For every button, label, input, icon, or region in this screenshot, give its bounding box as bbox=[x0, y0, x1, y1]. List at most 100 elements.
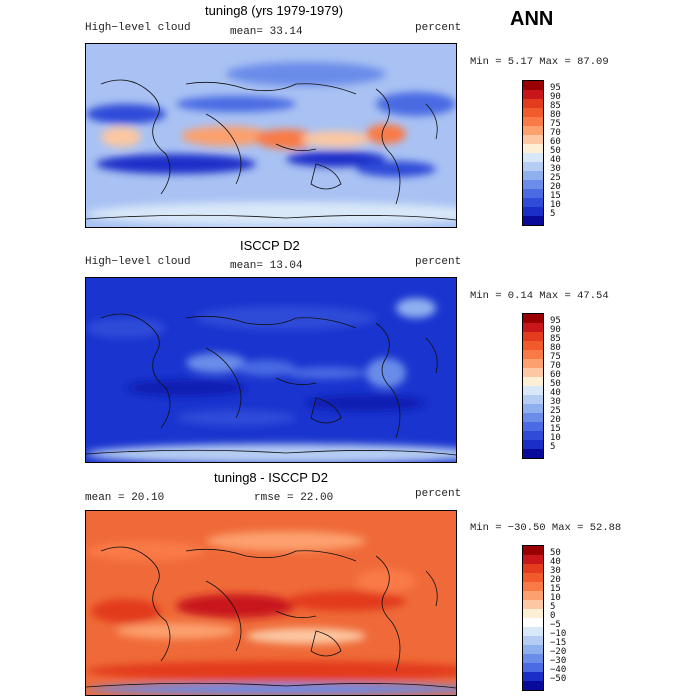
colorbar-tick-label: 70 bbox=[550, 361, 561, 371]
colorbar-tick-label: 25 bbox=[550, 173, 561, 183]
colorbar-swatch bbox=[523, 546, 543, 555]
panel2-mean-label: mean= 13.04 bbox=[230, 260, 303, 272]
colorbar-tick-label: −40 bbox=[550, 665, 567, 675]
colorbar-tick-label: 70 bbox=[550, 128, 561, 138]
colorbar-swatch bbox=[523, 341, 543, 350]
colorbar-swatch bbox=[523, 216, 543, 225]
colorbar-tick-label: 90 bbox=[550, 92, 561, 102]
colorbar-tick-label: 40 bbox=[550, 155, 561, 165]
panel1-map bbox=[85, 43, 457, 228]
colorbar-swatch bbox=[523, 180, 543, 189]
colorbar-swatch bbox=[523, 663, 543, 672]
season-label: ANN bbox=[510, 8, 554, 30]
colorbar-swatch bbox=[523, 645, 543, 654]
panel3-colorbar bbox=[522, 545, 544, 691]
colorbar-swatch bbox=[523, 449, 543, 458]
panel3-minmax: Min = −30.50 Max = 52.88 bbox=[470, 522, 622, 534]
colorbar-tick-label: 10 bbox=[550, 593, 561, 603]
colorbar-tick-label: 25 bbox=[550, 406, 561, 416]
colorbar-tick-label: 30 bbox=[550, 397, 561, 407]
colorbar-swatch bbox=[523, 636, 543, 645]
colorbar-swatch bbox=[523, 368, 543, 377]
panel3-rmse-label: rmse = 22.00 bbox=[254, 492, 334, 504]
panel2-colorbar bbox=[522, 313, 544, 459]
colorbar-swatch bbox=[523, 359, 543, 368]
colorbar-tick-label: 80 bbox=[550, 343, 561, 353]
panel2-minmax: Min = 0.14 Max = 47.54 bbox=[470, 290, 609, 302]
colorbar-tick-label: 15 bbox=[550, 584, 561, 594]
colorbar-tick-label: 20 bbox=[550, 182, 561, 192]
colorbar-swatch bbox=[523, 555, 543, 564]
colorbar-tick-label: −20 bbox=[550, 647, 567, 657]
panel3-units-label: percent bbox=[415, 488, 462, 500]
colorbar-tick-label: −50 bbox=[550, 674, 567, 684]
colorbar-tick-label: 85 bbox=[550, 334, 561, 344]
colorbar-swatch bbox=[523, 413, 543, 422]
colorbar-swatch bbox=[523, 609, 543, 618]
colorbar-tick-label: 85 bbox=[550, 101, 561, 111]
colorbar-swatch bbox=[523, 314, 543, 323]
colorbar-swatch bbox=[523, 573, 543, 582]
colorbar-swatch bbox=[523, 431, 543, 440]
colorbar-swatch bbox=[523, 162, 543, 171]
panel3-title: tuning8 - ISCCP D2 bbox=[214, 470, 328, 485]
colorbar-tick-label: −5 bbox=[550, 620, 561, 630]
panel1-title: tuning8 (yrs 1979-1979) bbox=[205, 3, 344, 18]
colorbar-tick-label: 40 bbox=[550, 557, 561, 567]
colorbar-swatch bbox=[523, 189, 543, 198]
panel3-mean-label: mean = 20.10 bbox=[85, 492, 165, 504]
colorbar-tick-label: 50 bbox=[550, 146, 561, 156]
panel2-variable-label: High−level cloud bbox=[85, 256, 191, 268]
panel1-variable-label: High−level cloud bbox=[85, 22, 191, 34]
colorbar-swatch bbox=[523, 627, 543, 636]
colorbar-swatch bbox=[523, 171, 543, 180]
colorbar-tick-label: −10 bbox=[550, 629, 567, 639]
colorbar-swatch bbox=[523, 207, 543, 216]
colorbar-swatch bbox=[523, 198, 543, 207]
colorbar-tick-label: 95 bbox=[550, 316, 561, 326]
colorbar-tick-label: 5 bbox=[550, 602, 556, 612]
colorbar-swatch bbox=[523, 332, 543, 341]
colorbar-swatch bbox=[523, 618, 543, 627]
panel1-map-svg bbox=[86, 44, 456, 227]
colorbar-tick-label: 15 bbox=[550, 191, 561, 201]
colorbar-tick-label: 0 bbox=[550, 611, 556, 621]
colorbar-swatch bbox=[523, 591, 543, 600]
colorbar-tick-label: 75 bbox=[550, 352, 561, 362]
colorbar-tick-label: 5 bbox=[550, 209, 556, 219]
panel3-map bbox=[85, 510, 457, 696]
colorbar-swatch bbox=[523, 440, 543, 449]
colorbar-tick-label: 20 bbox=[550, 415, 561, 425]
colorbar-tick-label: 10 bbox=[550, 433, 561, 443]
panel2-coastlines bbox=[86, 313, 456, 456]
colorbar-tick-label: 95 bbox=[550, 83, 561, 93]
panel2-map bbox=[85, 277, 457, 463]
colorbar-swatch bbox=[523, 672, 543, 681]
colorbar-swatch bbox=[523, 564, 543, 573]
colorbar-tick-label: 60 bbox=[550, 137, 561, 147]
colorbar-swatch bbox=[523, 153, 543, 162]
colorbar-tick-label: 50 bbox=[550, 548, 561, 558]
panel1-minmax: Min = 5.17 Max = 87.09 bbox=[470, 56, 609, 68]
colorbar-swatch bbox=[523, 600, 543, 609]
colorbar-swatch bbox=[523, 377, 543, 386]
colorbar-swatch bbox=[523, 117, 543, 126]
colorbar-swatch bbox=[523, 654, 543, 663]
colorbar-swatch bbox=[523, 90, 543, 99]
colorbar-tick-label: −30 bbox=[550, 656, 567, 666]
panel2-title: ISCCP D2 bbox=[240, 238, 300, 253]
colorbar-swatch bbox=[523, 681, 543, 690]
colorbar-swatch bbox=[523, 350, 543, 359]
colorbar-tick-label: 30 bbox=[550, 566, 561, 576]
colorbar-tick-label: 40 bbox=[550, 388, 561, 398]
colorbar-tick-label: 15 bbox=[550, 424, 561, 434]
panel2-units-label: percent bbox=[415, 256, 462, 268]
colorbar-swatch bbox=[523, 108, 543, 117]
colorbar-tick-label: 20 bbox=[550, 575, 561, 585]
colorbar-swatch bbox=[523, 144, 543, 153]
colorbar-swatch bbox=[523, 323, 543, 332]
colorbar-tick-label: 30 bbox=[550, 164, 561, 174]
panel1-units-label: percent bbox=[415, 22, 462, 34]
colorbar-tick-label: 5 bbox=[550, 442, 556, 452]
colorbar-swatch bbox=[523, 404, 543, 413]
